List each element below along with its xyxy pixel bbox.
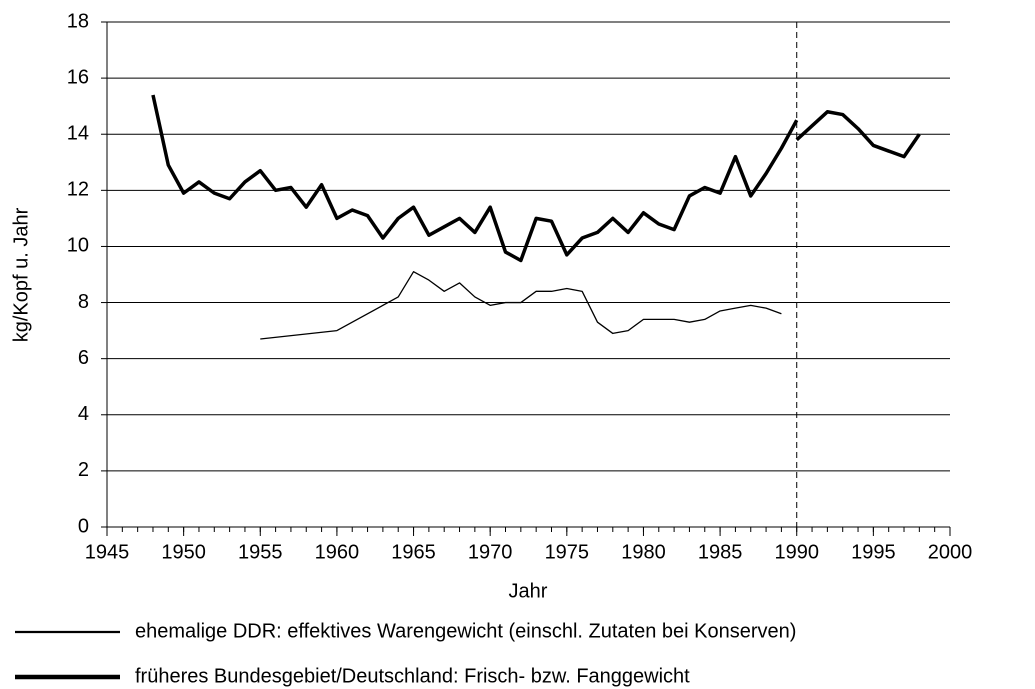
y-tick-label: 2 <box>78 459 89 481</box>
y-tick-label: 8 <box>78 291 89 313</box>
x-tick-label: 1950 <box>161 541 206 563</box>
x-tick-label: 1990 <box>774 541 819 563</box>
x-axis-label: Jahr <box>509 580 548 602</box>
x-tick-label: 1975 <box>545 541 590 563</box>
x-tick-label: 1985 <box>698 541 743 563</box>
y-tick-label: 6 <box>78 347 89 369</box>
x-tick-label: 1955 <box>238 541 283 563</box>
x-tick-label: 1965 <box>391 541 436 563</box>
legend-label: ehemalige DDR: effektives Warengewicht (… <box>135 620 796 642</box>
x-tick-label: 1980 <box>621 541 666 563</box>
legend-label: früheres Bundesgebiet/Deutschland: Frisc… <box>135 665 690 687</box>
x-tick-label: 1970 <box>468 541 513 563</box>
x-tick-label: 1960 <box>315 541 360 563</box>
y-tick-label: 18 <box>67 10 89 32</box>
x-tick-label: 2000 <box>928 541 973 563</box>
line-series <box>151 94 921 263</box>
x-tick-label: 1945 <box>85 541 130 563</box>
y-tick-label: 10 <box>67 235 89 257</box>
y-tick-label: 4 <box>78 403 89 425</box>
x-tick-label: 1995 <box>851 541 896 563</box>
y-tick-label: 14 <box>67 123 89 145</box>
y-tick-label: 12 <box>67 179 89 201</box>
y-tick-label: 16 <box>67 66 89 88</box>
y-axis-label: kg/Kopf u. Jahr <box>10 207 32 342</box>
y-tick-label: 0 <box>78 515 89 537</box>
line-series <box>260 271 782 340</box>
